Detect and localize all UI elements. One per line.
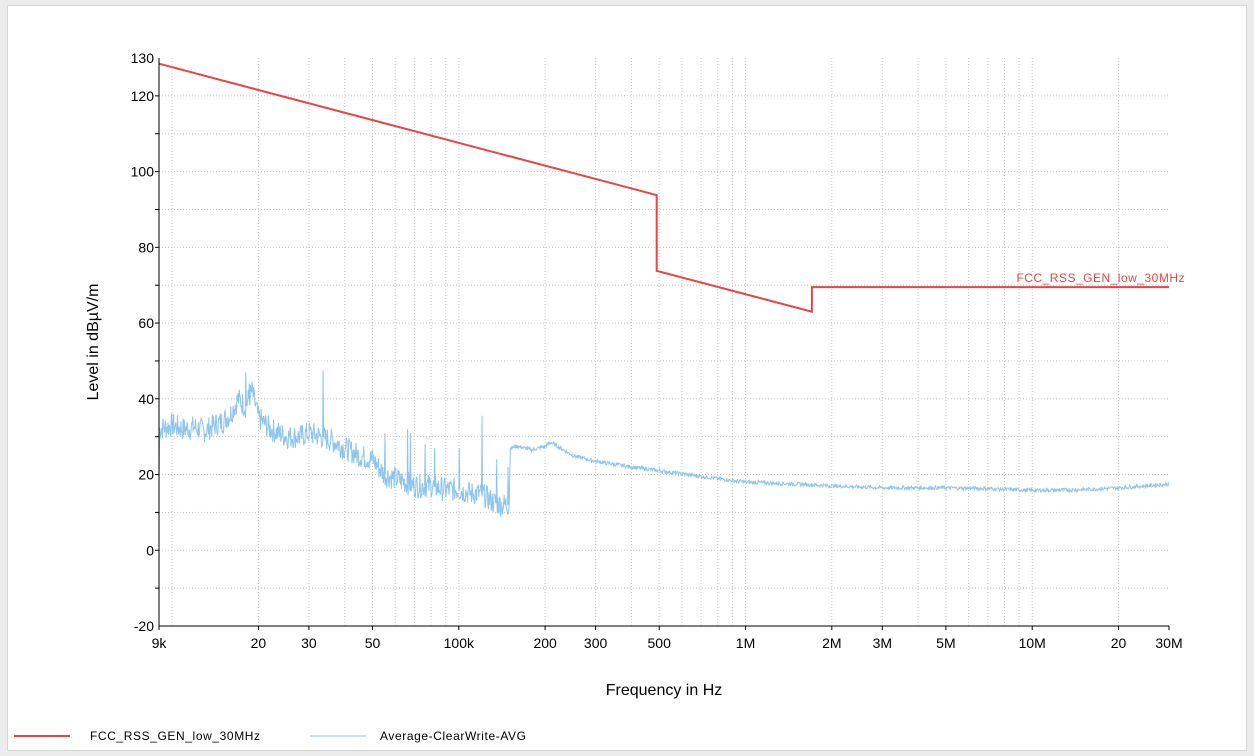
limit-line-label: FCC_RSS_GEN_low_30MHz bbox=[1016, 271, 1185, 285]
x-tick-label: 300 bbox=[584, 635, 608, 651]
x-tick-label: 500 bbox=[648, 635, 672, 651]
y-tick-label: 80 bbox=[138, 239, 154, 255]
x-tick-label: 30 bbox=[301, 635, 317, 651]
x-tick-label: 20 bbox=[1111, 635, 1127, 651]
legend-label-limit: FCC_RSS_GEN_low_30MHz bbox=[90, 729, 261, 743]
series-average-clearwrite-avg bbox=[158, 370, 1170, 517]
x-tick-label: 30M bbox=[1155, 635, 1182, 651]
legend-label-average: Average-ClearWrite-AVG bbox=[380, 729, 527, 743]
series-layer: FCC_RSS_GEN_low_30MHz bbox=[158, 62, 1185, 517]
x-tick-label: 50 bbox=[365, 635, 381, 651]
y-tick-label: 60 bbox=[138, 315, 154, 331]
x-tick-label: 20 bbox=[251, 635, 267, 651]
x-tick-label: 1M bbox=[736, 635, 755, 651]
x-tick-label: 3M bbox=[873, 635, 892, 651]
y-tick-label: 100 bbox=[131, 164, 155, 180]
x-tick-label: 200 bbox=[533, 635, 557, 651]
chart-frame bbox=[7, 5, 1247, 751]
y-tick-label: 20 bbox=[138, 467, 154, 483]
axes: 9k 20 30 50 100k 200 300 500 1M 2M 3M 5M 10M 20 30M130… bbox=[131, 50, 1183, 651]
legend: FCC_RSS_GEN_low_30MHz Average-ClearWrite-… bbox=[14, 729, 527, 743]
y-tick-label: 0 bbox=[146, 542, 154, 558]
x-tick-label: 9k bbox=[152, 635, 168, 651]
grid bbox=[159, 58, 1169, 626]
y-tick-label: 120 bbox=[131, 88, 155, 104]
x-tick-label: 2M bbox=[822, 635, 841, 651]
y-axis-title: Level in dBµV/m bbox=[85, 284, 102, 401]
y-tick-label: 130 bbox=[131, 50, 155, 66]
x-tick-label: 100k bbox=[444, 635, 475, 651]
series-fcc-limit-line bbox=[158, 62, 1169, 313]
x-tick-label: 5M bbox=[936, 635, 955, 651]
x-tick-label: 10M bbox=[1019, 635, 1046, 651]
y-tick-label: 40 bbox=[138, 391, 154, 407]
y-tick-label: -20 bbox=[134, 618, 154, 634]
x-axis-title: Frequency in Hz bbox=[606, 682, 723, 699]
